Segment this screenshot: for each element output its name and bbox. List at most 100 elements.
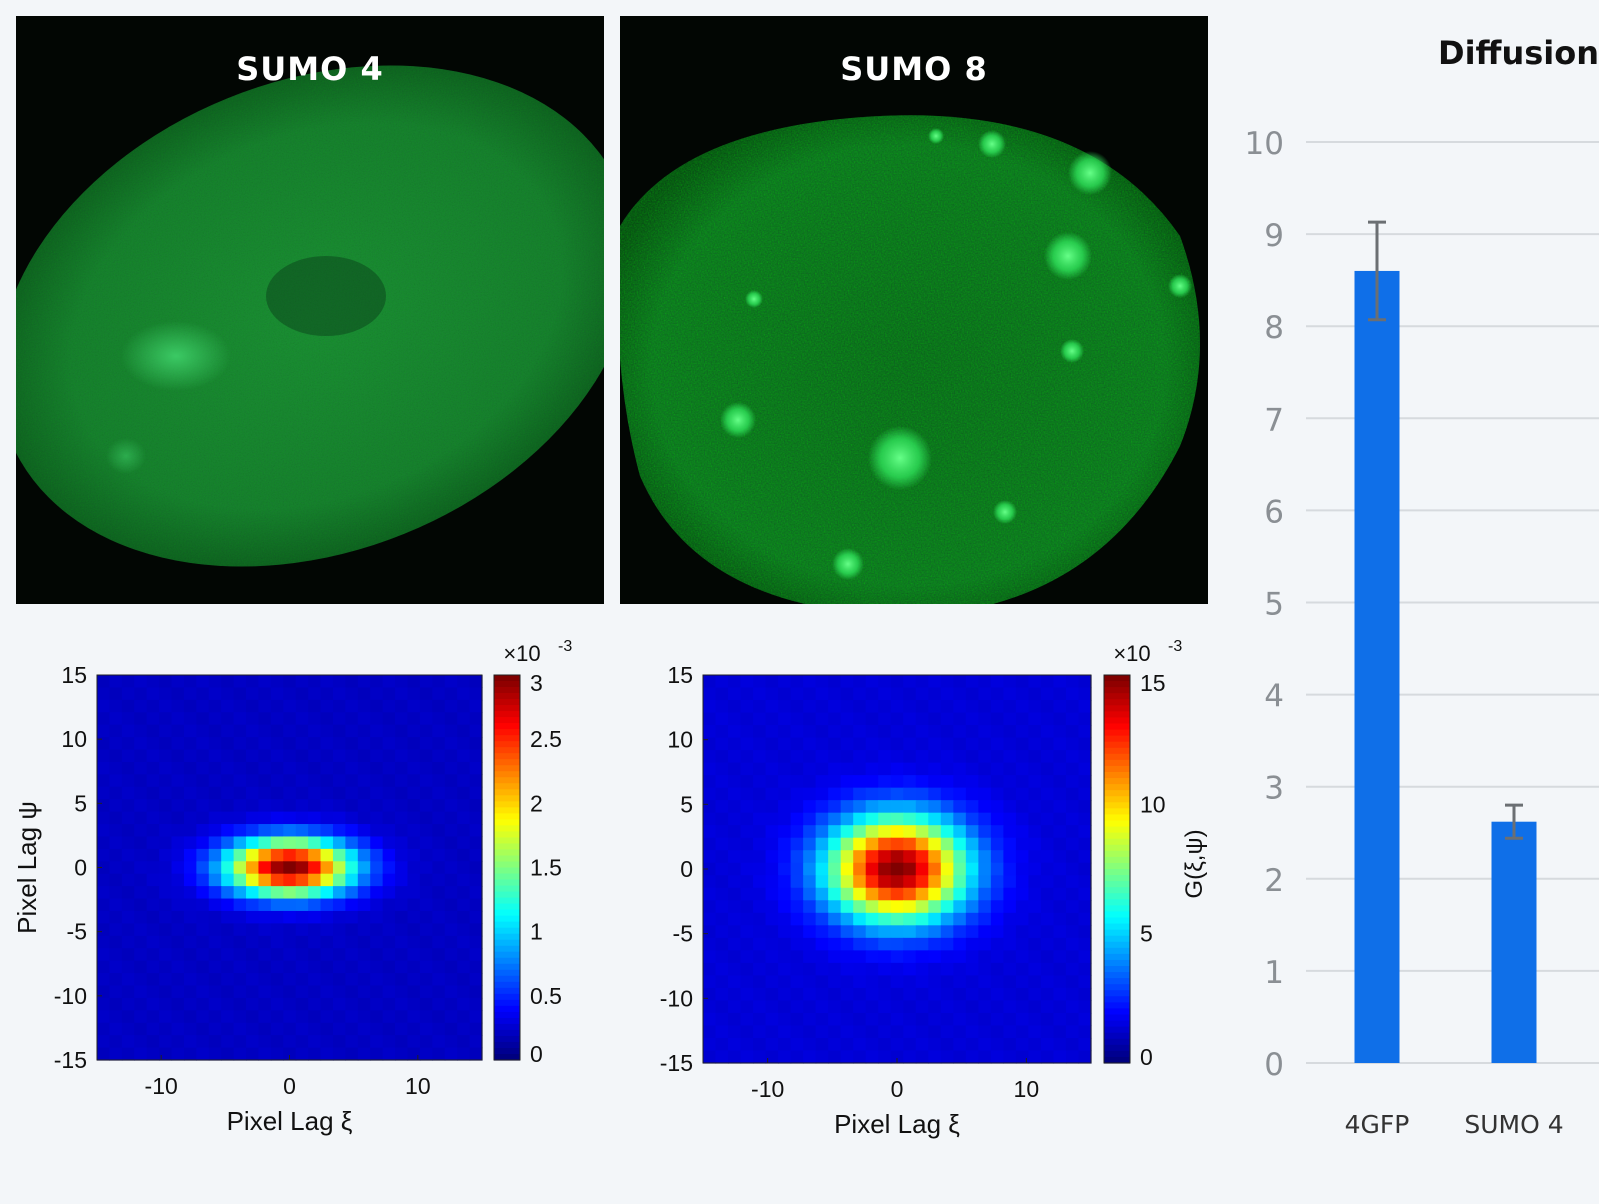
heatmap-cell bbox=[109, 749, 123, 763]
heatmap-cell bbox=[345, 1047, 359, 1061]
heatmap-cell bbox=[728, 837, 742, 851]
heatmap-cell bbox=[332, 997, 346, 1011]
heatmap-cell bbox=[740, 725, 754, 739]
heatmap-cell bbox=[357, 923, 371, 937]
heatmap-cell bbox=[357, 848, 371, 862]
heatmap-cell bbox=[308, 824, 322, 838]
heatmap-cell bbox=[345, 824, 359, 838]
heatmap-cell bbox=[444, 923, 458, 937]
colorbar-tick-label: 1.5 bbox=[530, 855, 562, 881]
heatmap-cell bbox=[357, 675, 371, 689]
heatmap-cell bbox=[134, 1022, 148, 1036]
heatmap-cell bbox=[395, 761, 409, 775]
heatmap-cell bbox=[765, 750, 779, 764]
heatmap-cell bbox=[828, 937, 842, 951]
heatmap-cell bbox=[890, 812, 904, 826]
heatmap-cell bbox=[407, 699, 421, 713]
heatmap-cell bbox=[778, 762, 792, 776]
heatmap-cell bbox=[790, 887, 804, 901]
heatmap-cell bbox=[233, 973, 247, 987]
heatmap-cell bbox=[419, 687, 433, 701]
heatmap-cell bbox=[121, 1047, 135, 1061]
heatmap-cell bbox=[97, 1010, 111, 1024]
heatmap-cell bbox=[345, 675, 359, 689]
heatmap-cell bbox=[419, 774, 433, 788]
heatmap-cell bbox=[121, 836, 135, 850]
heatmap-cell bbox=[395, 774, 409, 788]
heatmap-cell bbox=[890, 775, 904, 789]
heatmap-cell bbox=[183, 935, 197, 949]
heatmap-cell bbox=[407, 861, 421, 875]
heatmap-cell bbox=[753, 1025, 767, 1039]
heatmap-cell bbox=[320, 761, 334, 775]
heatmap-cell bbox=[1078, 700, 1092, 714]
heatmap-cell bbox=[915, 912, 929, 926]
heatmap-cell bbox=[815, 675, 829, 689]
heatmap-cell bbox=[444, 799, 458, 813]
heatmap-cell bbox=[915, 675, 929, 689]
heatmap-cell bbox=[357, 873, 371, 887]
heatmap-cell bbox=[407, 761, 421, 775]
heatmap-cell bbox=[320, 997, 334, 1011]
heatmap-cell bbox=[803, 1050, 817, 1064]
heatmap-cell bbox=[740, 700, 754, 714]
colorbar-tick-label: 2 bbox=[530, 790, 543, 816]
heatmap-cell bbox=[878, 762, 892, 776]
heatmap-cell bbox=[308, 848, 322, 862]
heatmap-cell bbox=[395, 737, 409, 751]
heatmap-cell bbox=[432, 761, 446, 775]
heatmap-cell bbox=[990, 750, 1004, 764]
heatmap-cell bbox=[444, 824, 458, 838]
heatmap-cell bbox=[171, 724, 185, 738]
heatmap-cell bbox=[978, 787, 992, 801]
heatmap-cell bbox=[320, 712, 334, 726]
heatmap-cell bbox=[840, 1025, 854, 1039]
heatmap-cell bbox=[1003, 875, 1017, 889]
heatmap-cell bbox=[978, 1050, 992, 1064]
heatmap-cell bbox=[109, 948, 123, 962]
heatmap-cell bbox=[915, 712, 929, 726]
heatmap-cell bbox=[208, 712, 222, 726]
heatmap-cell bbox=[853, 800, 867, 814]
heatmap-cell bbox=[419, 1035, 433, 1049]
heatmap-cell bbox=[134, 848, 148, 862]
heatmap-cell bbox=[208, 724, 222, 738]
colorbar-segment bbox=[1104, 790, 1130, 797]
heatmap-cell bbox=[865, 675, 879, 689]
heatmap-cell bbox=[715, 775, 729, 789]
x-tick-label: -10 bbox=[751, 1076, 784, 1102]
heatmap-cell bbox=[953, 1025, 967, 1039]
heatmap-cell bbox=[357, 824, 371, 838]
heatmap-cell bbox=[233, 1047, 247, 1061]
heatmap-cell bbox=[183, 761, 197, 775]
heatmap-cell bbox=[432, 774, 446, 788]
heatmap-cell bbox=[940, 912, 954, 926]
heatmap-cell bbox=[853, 700, 867, 714]
heatmap-cell bbox=[1078, 1050, 1092, 1064]
heatmap-cell bbox=[345, 799, 359, 813]
heatmap-cell bbox=[395, 675, 409, 689]
heatmap-cell bbox=[407, 997, 421, 1011]
colorbar-segment bbox=[1104, 723, 1130, 731]
heatmap-cell bbox=[915, 750, 929, 764]
heatmap-cell bbox=[815, 775, 829, 789]
heatmap-cell bbox=[395, 699, 409, 713]
heatmap-cell bbox=[419, 973, 433, 987]
heatmap-cell bbox=[1003, 1025, 1017, 1039]
heatmap-cell bbox=[457, 1022, 471, 1036]
colorbar-segment bbox=[1104, 765, 1130, 773]
heatmap-cell bbox=[469, 898, 483, 912]
heatmap-cell bbox=[295, 997, 309, 1011]
heatmap-cell bbox=[1040, 925, 1055, 939]
heatmap-cell bbox=[109, 737, 123, 751]
heatmap-cell bbox=[915, 1025, 929, 1039]
heatmap-cell bbox=[121, 886, 135, 900]
heatmap-cell bbox=[1053, 775, 1067, 789]
heatmap-cell bbox=[1040, 1012, 1055, 1027]
heatmap-cell bbox=[703, 700, 717, 714]
heatmap-cell bbox=[790, 962, 804, 976]
heatmap-cell bbox=[419, 948, 433, 962]
heatmap-cell bbox=[246, 786, 260, 800]
heatmap-cell bbox=[134, 960, 148, 974]
heatmap-cell bbox=[258, 923, 272, 937]
